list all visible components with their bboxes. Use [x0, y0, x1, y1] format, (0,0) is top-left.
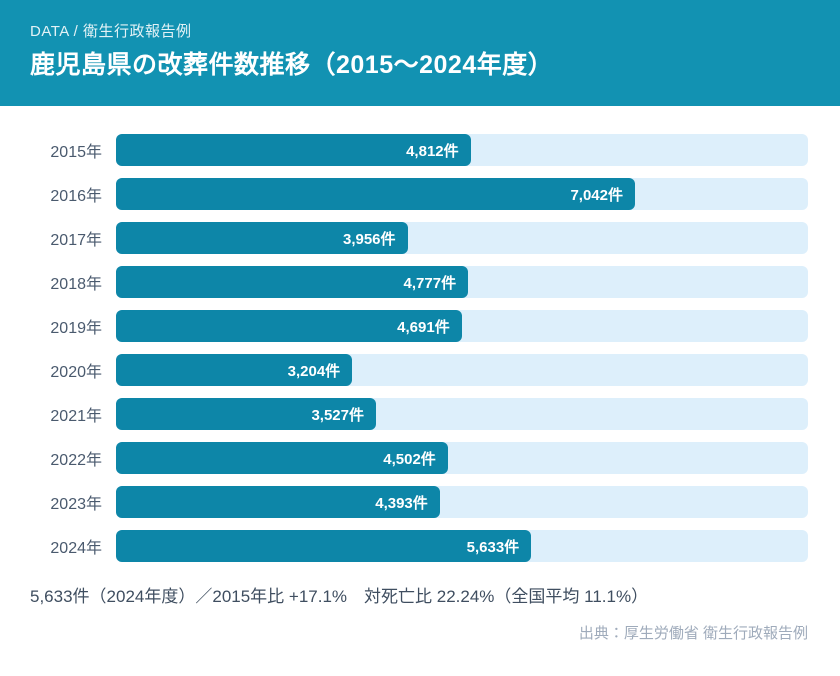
- chart-row: 2024年 5,633件: [30, 530, 808, 562]
- page-title: 鹿児島県の改葬件数推移（2015〜2024年度）: [30, 51, 554, 79]
- bar-value-label: 4,812件: [406, 142, 459, 160]
- bar-track: 4,812件: [116, 134, 808, 166]
- year-label: 2019年: [50, 320, 102, 337]
- bar: 5,633件: [116, 530, 532, 562]
- year-label: 2021年: [50, 408, 102, 425]
- bar: 4,691件: [116, 310, 462, 342]
- bar-track: 4,502件: [116, 442, 808, 474]
- bar-track: 4,777件: [116, 266, 808, 298]
- chart-row: 2020年 3,204件: [30, 354, 808, 386]
- bar-value-label: 3,956件: [342, 230, 396, 248]
- bar-track: 3,527件: [116, 398, 808, 430]
- bar-chart: 2015年 4,812件 2016年 7,042件 2017年 3,956件: [30, 134, 808, 562]
- year-label: 2020年: [50, 364, 102, 381]
- chart-row: 2015年 4,812件: [30, 134, 808, 166]
- bar-track: 4,691件: [116, 310, 808, 342]
- year-label: 2022年: [50, 452, 102, 469]
- header-eyebrow: DATA / 衛生行政報告例: [30, 23, 192, 40]
- year-label: 2023年: [50, 496, 102, 513]
- bar-track: 3,956件: [116, 222, 808, 254]
- bar-value-label: 4,393件: [375, 494, 428, 512]
- chart-row: 2019年 4,691件: [30, 310, 808, 342]
- bar: 4,812件: [116, 134, 471, 166]
- bar: 3,956件: [116, 222, 408, 254]
- source-credit: 出典：厚生労働省 衛生行政報告例: [578, 624, 808, 642]
- year-label: 2017年: [50, 232, 102, 249]
- bar: 4,502件: [116, 442, 448, 474]
- bar: 4,393件: [116, 486, 440, 518]
- bar-value-label: 4,502件: [383, 450, 436, 468]
- chart-row: 2017年 3,956件: [30, 222, 808, 254]
- year-label: 2016年: [50, 188, 102, 205]
- bar-track: 4,393件: [116, 486, 808, 518]
- bar: 3,527件: [116, 398, 376, 430]
- summary-stats: 5,633件（2024年度）／2015年比 +17.1% 対死亡比 22.24%…: [30, 587, 649, 606]
- header-banner: DATA / 衛生行政報告例 鹿児島県の改葬件数推移（2015〜2024年度）: [0, 0, 840, 106]
- bar: 3,204件: [116, 354, 353, 386]
- bar-track: 7,042件: [116, 178, 808, 210]
- year-label: 2015年: [50, 144, 102, 161]
- bar: 4,777件: [116, 266, 469, 298]
- bar-value-label: 4,777件: [403, 274, 457, 292]
- bar-value-label: 5,633件: [466, 538, 520, 556]
- bar-value-label: 7,042件: [570, 186, 623, 204]
- bar: 7,042件: [116, 178, 635, 210]
- bar-track: 5,633件: [116, 530, 808, 562]
- chart-row: 2018年 4,777件: [30, 266, 808, 298]
- chart-row: 2021年 3,527件: [30, 398, 808, 430]
- chart-row: 2022年 4,502件: [30, 442, 808, 474]
- chart-row: 2023年 4,393件: [30, 486, 808, 518]
- chart-row: 2016年 7,042件: [30, 178, 808, 210]
- bar-track: 3,204件: [116, 354, 808, 386]
- bar-value-label: 3,204件: [287, 362, 341, 380]
- year-label: 2024年: [50, 540, 102, 557]
- year-label: 2018年: [50, 276, 102, 293]
- bar-value-label: 4,691件: [397, 318, 450, 336]
- bar-value-label: 3,527件: [311, 406, 364, 424]
